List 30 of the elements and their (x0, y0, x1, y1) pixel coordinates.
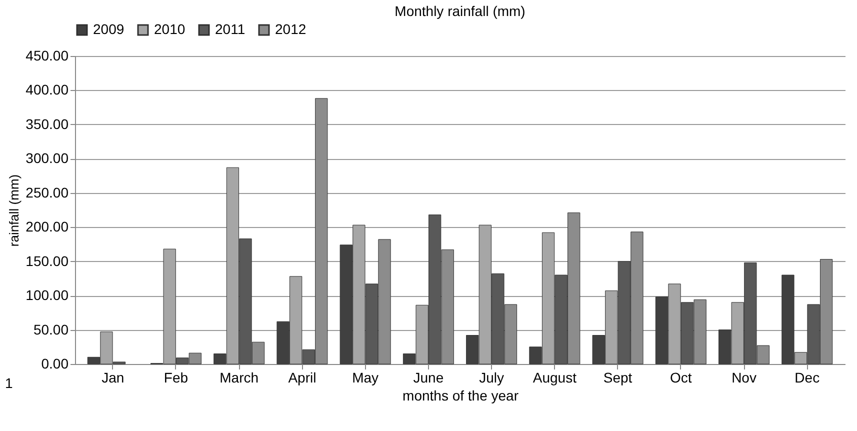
y-tick-label: 400.00 (26, 82, 69, 98)
x-tick-label: August (532, 370, 577, 386)
x-tick-label: Dec (794, 370, 820, 386)
legend-label: 2012 (275, 21, 306, 37)
x-tick-label: May (352, 370, 379, 386)
legend-label: 2010 (154, 21, 186, 37)
y-tick-label: 250.00 (26, 184, 69, 200)
x-tick-label: Sept (603, 370, 632, 386)
y-axis-title: rainfall (mm) (6, 174, 22, 247)
y-tick-label: 350.00 (26, 116, 69, 132)
y-tick-label: 0.00 (41, 356, 69, 372)
y-tick-label: 150.00 (26, 252, 69, 269)
x-tick-label: Feb (164, 370, 188, 386)
x-axis-title: months of the year (402, 388, 519, 404)
y-tick-label: 450.00 (26, 48, 69, 64)
x-tick-label: July (479, 370, 504, 386)
x-tick-label: Jan (102, 370, 124, 386)
x-tick-label: Nov (732, 370, 756, 386)
text: 1 (5, 375, 13, 391)
y-tick-label: 300.00 (26, 150, 69, 166)
x-tick-label: March (220, 370, 259, 386)
x-tick-label: April (288, 370, 316, 386)
legend-label: 2009 (93, 21, 124, 37)
x-tick-label: June (413, 370, 444, 386)
chart-title: Monthly rainfall (mm) (394, 3, 526, 19)
legend-label: 2011 (215, 21, 246, 37)
y-tick-label: 200.00 (26, 218, 69, 235)
y-tick-label: 100.00 (26, 287, 69, 304)
y-tick-label: 50.00 (33, 321, 69, 338)
x-tick-label: Oct (670, 370, 692, 386)
